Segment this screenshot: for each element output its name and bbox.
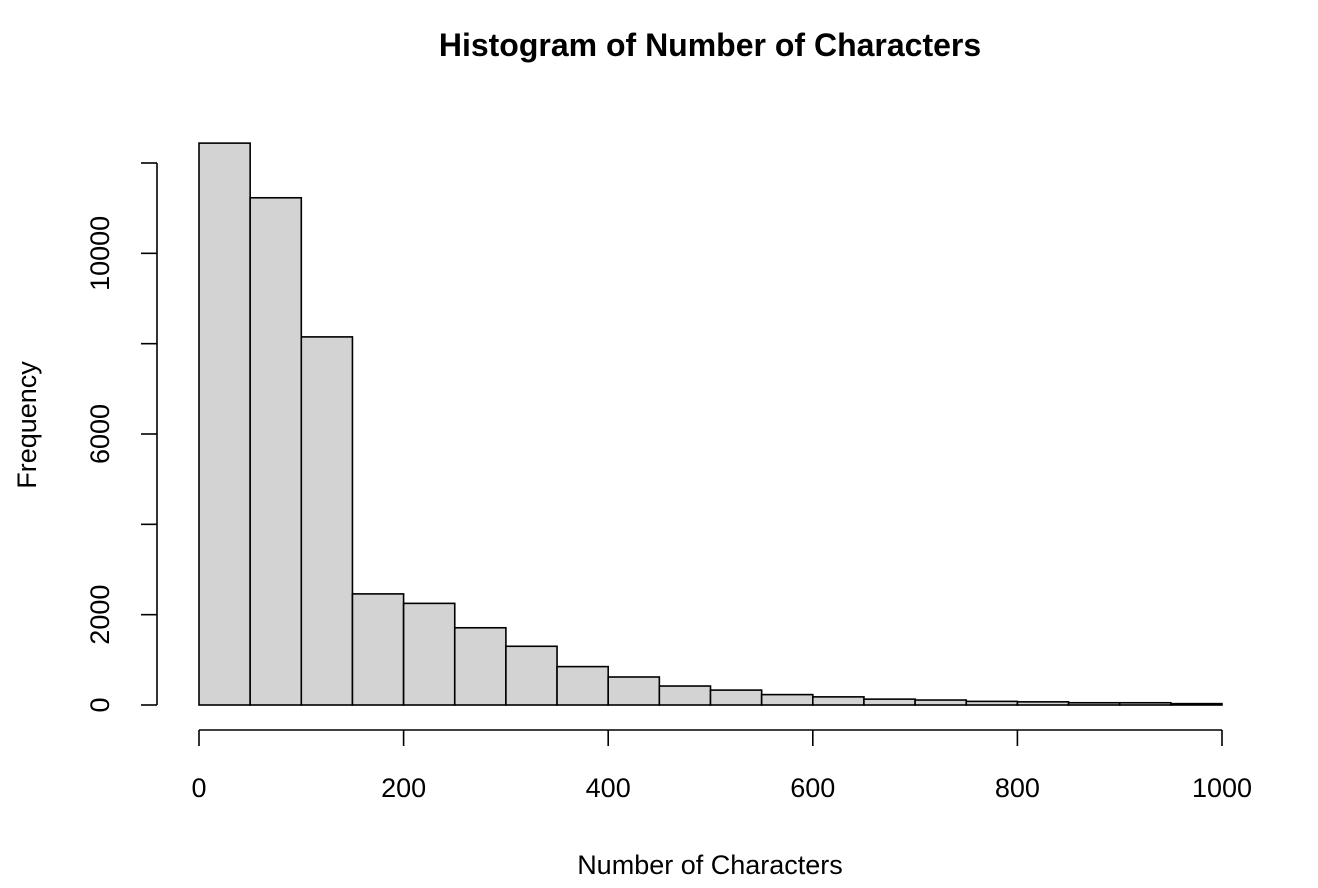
x-tick-label: 600 xyxy=(790,773,835,803)
x-tick-label: 1000 xyxy=(1192,773,1252,803)
histogram-bar xyxy=(1016,701,1070,706)
histogram-bar xyxy=(914,699,968,706)
x-axis-label: Number of Characters xyxy=(577,850,843,880)
chart-title: Histogram of Number of Characters xyxy=(439,27,981,63)
histogram-bar xyxy=(1170,702,1223,706)
histogram-bar xyxy=(760,693,814,706)
histogram-bar xyxy=(453,626,507,706)
x-tick-label: 800 xyxy=(995,773,1040,803)
histogram-bar xyxy=(863,698,916,706)
y-axis-label: Frequency xyxy=(12,361,42,489)
histogram-bar xyxy=(198,142,251,706)
histogram-bar xyxy=(607,676,661,706)
x-tick-label: 0 xyxy=(191,773,206,803)
histogram-bar xyxy=(300,336,354,706)
x-tick-label: 200 xyxy=(381,773,426,803)
y-tick-label: 2000 xyxy=(85,585,115,645)
y-tick-label: 0 xyxy=(85,697,115,712)
x-tick-label: 400 xyxy=(586,773,631,803)
histogram-bar xyxy=(1118,701,1172,706)
bars-group xyxy=(198,142,1223,706)
histogram-bar xyxy=(658,685,712,706)
y-tick-label: 10000 xyxy=(85,216,115,291)
histogram-bar xyxy=(402,602,456,706)
histogram-bar xyxy=(505,645,558,706)
y-tick-label: 6000 xyxy=(85,404,115,464)
histogram-bar xyxy=(249,196,303,706)
histogram-bar xyxy=(811,696,865,706)
histogram-bar xyxy=(351,593,405,706)
histogram-bar xyxy=(1067,701,1121,706)
histogram-bar xyxy=(556,665,609,706)
y-axis: 0 2000 6000 10000 xyxy=(85,162,158,713)
histogram-bar xyxy=(965,700,1019,706)
histogram-bar xyxy=(709,689,763,706)
x-axis: 0 200 400 600 800 1000 xyxy=(191,729,1252,803)
